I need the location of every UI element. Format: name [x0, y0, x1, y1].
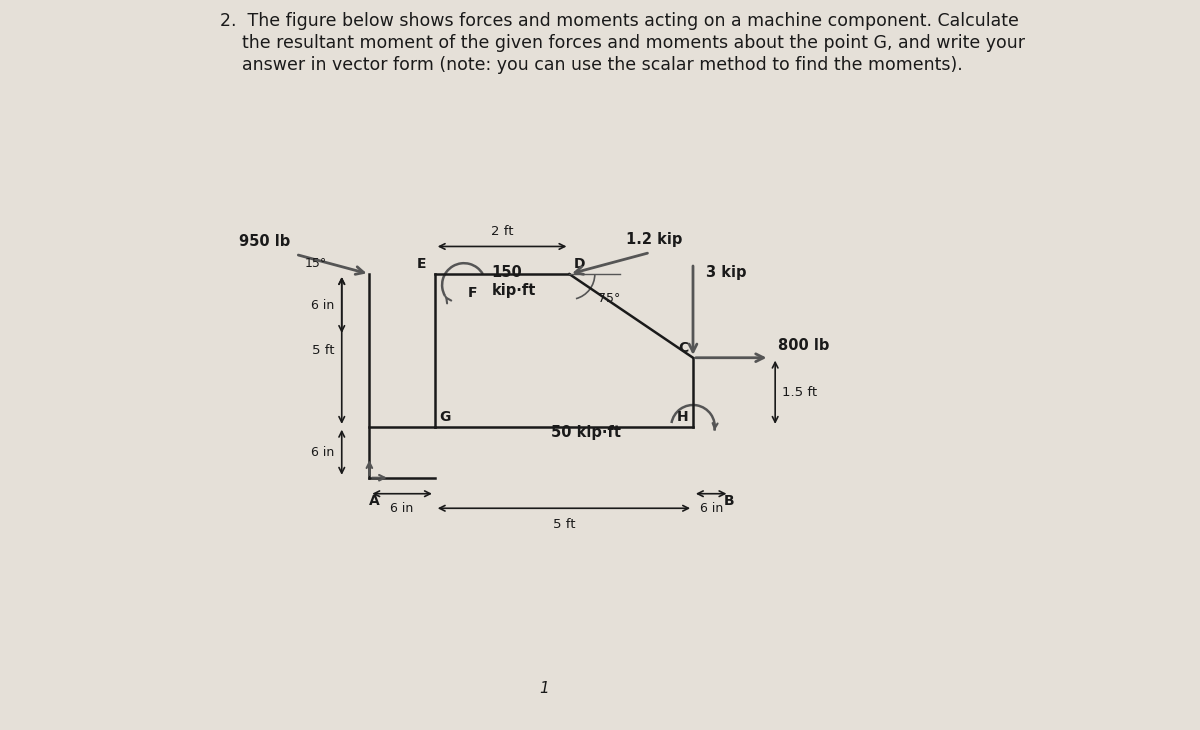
- Text: 800 lb: 800 lb: [778, 339, 829, 353]
- Text: 5 ft: 5 ft: [553, 518, 575, 531]
- Text: B: B: [724, 493, 734, 508]
- Text: 1.2 kip: 1.2 kip: [625, 231, 682, 247]
- Text: C: C: [678, 341, 689, 355]
- Text: 75°: 75°: [599, 292, 620, 305]
- Text: 50 kip·ft: 50 kip·ft: [551, 425, 622, 440]
- Text: 6 in: 6 in: [311, 299, 335, 312]
- Text: 6 in: 6 in: [700, 502, 722, 515]
- Text: 950 lb: 950 lb: [239, 234, 290, 248]
- Text: F: F: [468, 286, 478, 301]
- Text: answer in vector form (note: you can use the scalar method to find the moments).: answer in vector form (note: you can use…: [221, 56, 964, 74]
- Text: 2 ft: 2 ft: [491, 225, 514, 238]
- Text: G: G: [439, 410, 450, 424]
- Text: 6 in: 6 in: [311, 446, 335, 458]
- Text: 5 ft: 5 ft: [312, 344, 335, 357]
- Text: A: A: [370, 493, 380, 508]
- Text: 1: 1: [539, 681, 548, 696]
- Text: 15°: 15°: [305, 256, 326, 269]
- Text: 2.  The figure below shows forces and moments acting on a machine component. Cal: 2. The figure below shows forces and mom…: [221, 12, 1019, 31]
- Text: 6 in: 6 in: [390, 502, 414, 515]
- Text: the resultant moment of the given forces and moments about the point G, and writ: the resultant moment of the given forces…: [221, 34, 1025, 52]
- Text: D: D: [574, 257, 586, 271]
- Text: H: H: [677, 410, 689, 424]
- Text: 1.5 ft: 1.5 ft: [782, 385, 817, 399]
- Text: 3 kip: 3 kip: [706, 265, 746, 280]
- Text: E: E: [416, 257, 426, 271]
- Text: 150
kip·ft: 150 kip·ft: [492, 265, 536, 298]
